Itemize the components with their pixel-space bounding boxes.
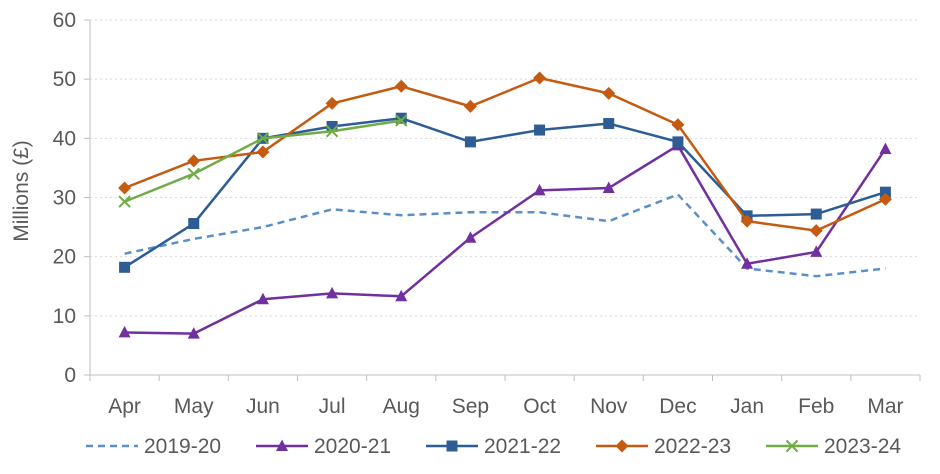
series-2023-24	[118, 114, 408, 208]
legend-item: 2019-20	[86, 435, 221, 458]
data-point	[395, 114, 408, 127]
y-tick-label: 40	[53, 127, 76, 150]
gridlines	[90, 19, 920, 317]
legend-marker	[276, 439, 288, 451]
data-point	[187, 327, 200, 339]
data-point	[256, 132, 270, 145]
legend-item: 2020-21	[256, 435, 391, 458]
data-point	[809, 224, 823, 238]
series-line	[124, 144, 887, 335]
series-group	[118, 71, 892, 339]
legend-label: 2022-23	[654, 435, 731, 458]
data-point	[256, 145, 270, 159]
data-point	[810, 245, 823, 257]
data-point	[118, 195, 131, 208]
data-point	[188, 218, 200, 230]
legend-label: 2023-24	[824, 435, 901, 458]
legend-marker	[615, 439, 629, 453]
data-point	[395, 289, 408, 302]
data-point	[533, 71, 547, 85]
x-tick-label: Feb	[798, 395, 834, 418]
y-tick-label: 50	[53, 68, 76, 91]
x-tick-label: Jun	[246, 395, 280, 418]
data-point	[879, 142, 892, 154]
data-point	[672, 136, 684, 148]
x-tick-label: Oct	[523, 395, 556, 418]
data-point	[602, 86, 616, 100]
data-point	[326, 121, 338, 132]
y-tick-label: 60	[53, 9, 76, 32]
x-tick-label: Apr	[108, 395, 141, 418]
data-point	[463, 99, 477, 113]
data-point	[810, 208, 822, 220]
x-tick-label: Jul	[319, 395, 346, 418]
data-point	[118, 325, 131, 338]
data-point	[256, 292, 269, 305]
data-point	[534, 124, 546, 136]
series-2020-21	[118, 138, 892, 339]
data-point	[326, 286, 339, 299]
data-point	[533, 183, 546, 196]
data-point	[119, 261, 131, 273]
x-tick-label: Mar	[867, 395, 903, 418]
x-tick-label: Sep	[452, 395, 489, 418]
series-line	[123, 116, 886, 269]
series-2019-20	[124, 193, 886, 278]
y-axis-title: Millions (£)	[10, 140, 33, 242]
data-point	[602, 181, 615, 194]
series-2022-23	[118, 71, 892, 238]
legend-label: 2019-20	[144, 435, 221, 458]
y-tick-label: 10	[53, 305, 76, 328]
data-point	[187, 154, 201, 168]
data-point	[464, 231, 477, 243]
data-point	[603, 118, 615, 130]
series-line	[124, 119, 402, 203]
legend-marker	[446, 440, 458, 452]
x-tick-label: May	[174, 395, 214, 418]
x-tick-label: Dec	[659, 395, 696, 418]
x-axis-ticks: Apr May Jun Jul Aug Sep Oct Nov Dec Jan Feb Mar	[89, 375, 921, 418]
legend-item: 2021-22	[426, 435, 561, 458]
legend-label: 2021-22	[484, 435, 561, 458]
data-point	[741, 257, 754, 269]
y-tick-label: 0	[64, 364, 76, 387]
data-point	[395, 112, 407, 124]
data-point	[740, 214, 754, 228]
legend-label: 2020-21	[314, 435, 391, 458]
y-axis-ticks: 0 10 20 30 40 50 60	[53, 9, 90, 387]
data-point	[325, 125, 339, 138]
legend-marker	[785, 439, 799, 453]
data-point	[671, 118, 685, 132]
data-point	[118, 181, 132, 195]
data-point	[879, 186, 891, 198]
data-point	[464, 136, 476, 148]
y-tick-label: 20	[53, 246, 76, 269]
data-point	[187, 167, 200, 181]
legend: 2019-20 2020-21 2021-22 2022-23 2023-24	[86, 435, 901, 458]
legend-item: 2023-24	[766, 435, 901, 458]
legend-item: 2022-23	[596, 435, 731, 458]
x-tick-label: Nov	[590, 395, 628, 418]
series-2021-22	[119, 112, 891, 273]
data-point	[394, 79, 408, 93]
data-point	[325, 96, 339, 110]
data-point	[878, 192, 892, 206]
y-tick-label: 30	[53, 187, 76, 210]
series-line	[124, 193, 886, 278]
x-tick-label: Aug	[383, 395, 420, 418]
series-line	[124, 76, 886, 232]
x-tick-label: Jan	[730, 395, 764, 418]
